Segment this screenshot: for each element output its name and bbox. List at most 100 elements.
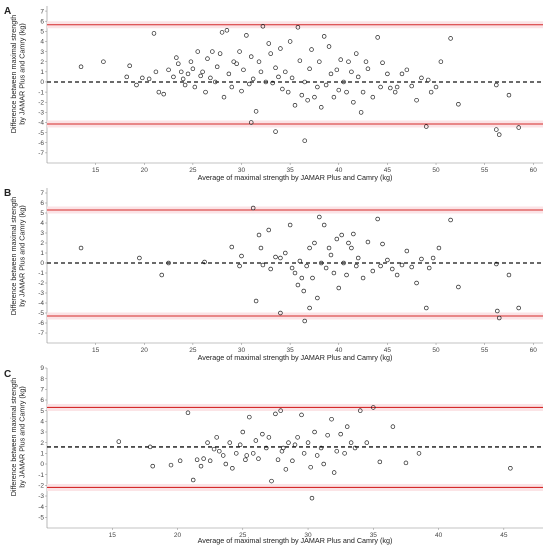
data-point bbox=[153, 69, 159, 75]
x-tick-label: 45 bbox=[384, 167, 392, 174]
data-point bbox=[358, 110, 364, 115]
data-point bbox=[323, 82, 329, 88]
data-point bbox=[208, 75, 213, 81]
data-point bbox=[214, 64, 220, 70]
y-tick-label: 3 bbox=[40, 230, 44, 237]
data-point bbox=[307, 245, 312, 251]
data-point bbox=[309, 47, 314, 52]
y-tick-label: -5 bbox=[38, 130, 44, 137]
data-point bbox=[325, 432, 330, 438]
y-axis-label: Difference between maximal strengthby JA… bbox=[9, 197, 27, 316]
y-tick-label: -3 bbox=[38, 493, 44, 500]
data-point bbox=[217, 448, 222, 454]
data-point bbox=[178, 69, 184, 75]
y-axis-label-line: Difference between maximal strength bbox=[9, 378, 18, 497]
data-point bbox=[321, 34, 327, 39]
data-point bbox=[346, 240, 351, 246]
data-point bbox=[280, 86, 285, 92]
y-tick-label: 2 bbox=[40, 59, 44, 66]
data-point bbox=[176, 61, 181, 66]
y-tick-label: 7 bbox=[40, 387, 44, 394]
data-point bbox=[355, 74, 361, 80]
y-tick-label: 0 bbox=[40, 260, 44, 267]
data-point bbox=[185, 410, 191, 416]
data-point bbox=[260, 24, 266, 29]
y-tick-label: -4 bbox=[38, 300, 44, 307]
y-tick-label: 6 bbox=[40, 18, 44, 25]
y-tick-label: 3 bbox=[40, 429, 44, 436]
data-point bbox=[289, 265, 295, 271]
data-point bbox=[436, 245, 442, 251]
data-point bbox=[276, 74, 281, 80]
data-point bbox=[201, 456, 206, 461]
data-point bbox=[370, 94, 376, 100]
y-tick-label: 2 bbox=[40, 440, 44, 447]
y-axis-label-line: Difference between maximal strength bbox=[9, 197, 18, 316]
data-point bbox=[375, 35, 380, 40]
y-axis-label: Difference between maximal strengthby JA… bbox=[9, 378, 27, 497]
panel-letter: C bbox=[4, 369, 11, 380]
data-point bbox=[198, 463, 204, 469]
y-tick-label: -3 bbox=[38, 110, 44, 117]
data-point bbox=[329, 416, 334, 422]
data-point bbox=[205, 440, 210, 445]
data-point bbox=[256, 456, 261, 461]
y-axis-label-line: by JAMAR Plus and Camry (kg) bbox=[18, 23, 27, 124]
data-point bbox=[253, 109, 259, 114]
data-point bbox=[331, 270, 337, 276]
data-point bbox=[241, 67, 246, 73]
x-tick-label: 60 bbox=[530, 167, 538, 174]
data-point bbox=[168, 462, 174, 468]
data-point bbox=[331, 94, 337, 100]
data-point bbox=[433, 84, 439, 90]
data-point bbox=[328, 252, 334, 258]
data-point bbox=[295, 25, 301, 30]
data-point bbox=[268, 51, 273, 56]
y-tick-label: 5 bbox=[40, 210, 44, 217]
data-point bbox=[278, 255, 283, 261]
y-axis-label: Difference between maximal strengthby JA… bbox=[9, 15, 27, 134]
data-point bbox=[273, 254, 278, 260]
data-point bbox=[328, 71, 334, 77]
data-point bbox=[250, 205, 256, 211]
data-point bbox=[508, 466, 513, 471]
x-tick-label: 30 bbox=[304, 532, 312, 539]
data-point bbox=[414, 97, 419, 103]
data-point bbox=[377, 459, 383, 465]
data-point bbox=[226, 71, 232, 77]
y-tick-label: -1 bbox=[38, 472, 44, 479]
data-point bbox=[307, 66, 312, 72]
data-point bbox=[279, 448, 285, 454]
data-point bbox=[270, 80, 275, 86]
data-point bbox=[258, 245, 264, 251]
data-point bbox=[185, 71, 191, 77]
data-point bbox=[278, 310, 283, 316]
data-point bbox=[317, 59, 322, 64]
data-point bbox=[424, 124, 429, 129]
data-point bbox=[180, 76, 186, 82]
data-point bbox=[256, 232, 262, 238]
data-point bbox=[378, 263, 383, 269]
data-point bbox=[334, 236, 340, 242]
data-point bbox=[305, 97, 310, 103]
data-point bbox=[292, 270, 298, 276]
data-point bbox=[253, 298, 259, 304]
x-tick-label: 20 bbox=[141, 347, 149, 354]
y-tick-label: 2 bbox=[40, 240, 44, 247]
data-point bbox=[151, 31, 157, 36]
data-point bbox=[299, 275, 305, 281]
x-tick-label: 15 bbox=[109, 532, 117, 539]
data-point bbox=[424, 305, 429, 311]
x-tick-label: 30 bbox=[238, 167, 246, 174]
data-point bbox=[205, 56, 210, 61]
data-point bbox=[336, 87, 342, 93]
y-tick-label: -2 bbox=[38, 280, 44, 287]
data-point bbox=[207, 458, 213, 464]
x-tick-label: 60 bbox=[530, 347, 538, 354]
y-tick-label: -2 bbox=[38, 483, 44, 490]
x-tick-label: 20 bbox=[174, 532, 182, 539]
data-point bbox=[256, 59, 262, 64]
y-tick-label: -2 bbox=[38, 99, 44, 106]
data-point bbox=[299, 92, 305, 98]
